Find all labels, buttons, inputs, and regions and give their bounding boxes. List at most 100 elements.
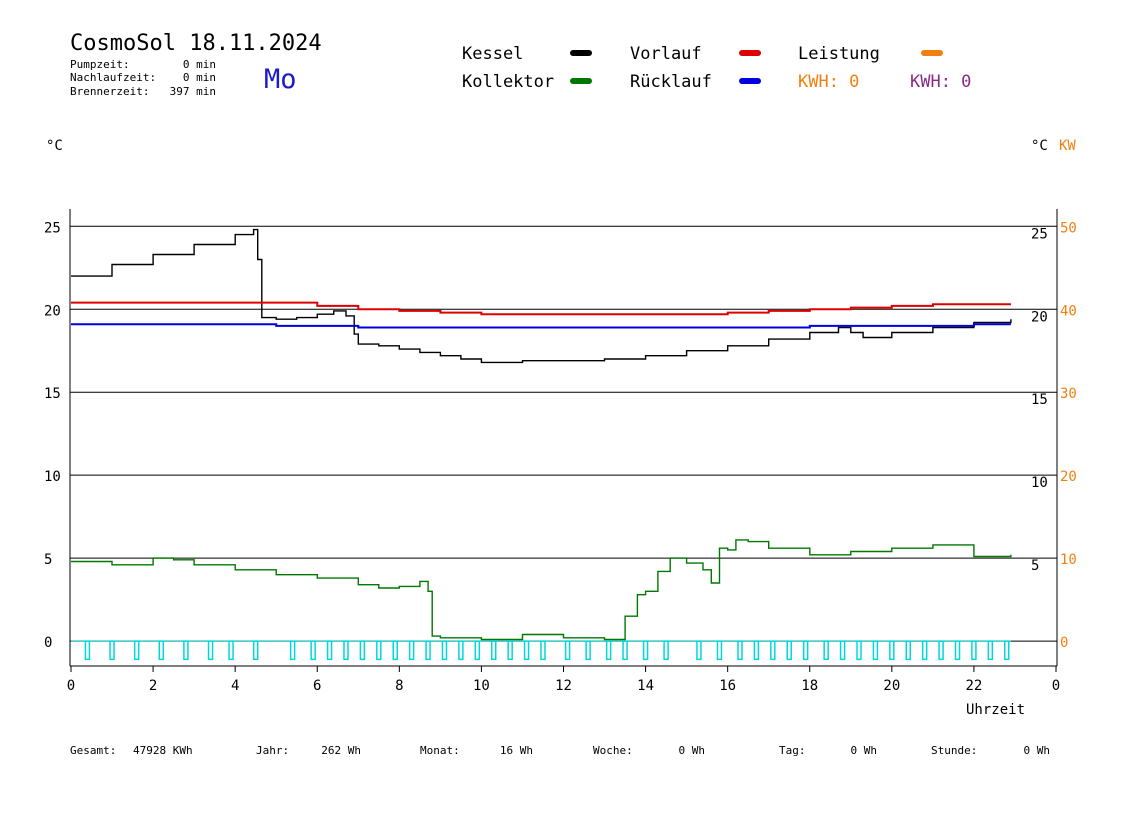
x-tick-label: 18: [801, 678, 818, 694]
footer-value: 262 Wh: [321, 744, 361, 757]
pump-pulse: [425, 640, 431, 661]
kwh-total: KWH: 0: [910, 72, 971, 92]
pump-pulse: [971, 640, 977, 661]
pump-pulse: [252, 640, 259, 661]
x-tick-label: 8: [395, 678, 403, 694]
pump-pulse: [802, 640, 809, 661]
pump-pulse: [376, 640, 382, 661]
pump-pulse: [474, 640, 481, 661]
pump-pulse: [109, 640, 115, 661]
pump-pulse: [823, 640, 829, 661]
y-tick-label-right: 25: [1031, 226, 1048, 242]
series-line-kollektor: [71, 539, 1012, 641]
y-tick-label-kw: 40: [1060, 303, 1077, 319]
kwh-leistung: KWH: 0: [798, 72, 859, 92]
pump-pulse: [392, 640, 398, 661]
x-tick-label: 10: [473, 678, 490, 694]
stat-label: Pumpzeit:: [70, 58, 130, 71]
pump-pulse: [954, 640, 961, 661]
x-tick-label: 6: [313, 678, 321, 694]
y-axis-label-right: °C: [1031, 138, 1048, 154]
stat-label: Brennerzeit:: [70, 85, 149, 98]
pump-pulse: [663, 640, 669, 661]
pump-pulse: [856, 640, 862, 661]
pump-pulse: [441, 640, 448, 661]
pump-pulse: [289, 640, 296, 661]
pump-pulse: [207, 640, 214, 661]
pump-pulse: [458, 640, 464, 661]
weekday-label: Mo: [264, 64, 297, 95]
x-tick-label: 12: [555, 678, 572, 694]
gridlines: [70, 225, 1057, 642]
stat-value: 0 min: [183, 71, 216, 84]
x-tick-label: 2: [149, 678, 157, 694]
pump-pulse: [183, 640, 189, 661]
x-axis-label: Uhrzeit: [966, 702, 1025, 718]
x-tick-label: 14: [637, 678, 654, 694]
y-tick-label-kw: 10: [1060, 552, 1077, 568]
y-tick-label-right: 15: [1031, 392, 1048, 408]
x-tick-label: 20: [883, 678, 900, 694]
footer-totals: Gesamt: 47928 KWh Jahr: 262 Wh Monat: 16…: [70, 744, 1050, 757]
y-tick-label-left: 15: [44, 386, 61, 402]
footer-value: 0 Wh: [679, 744, 706, 757]
pump-pulse: [158, 640, 165, 661]
pump-pulse: [737, 640, 743, 661]
pump-pulse: [889, 640, 895, 661]
pump-pulse: [408, 640, 415, 661]
x-tick-label: 22: [965, 678, 982, 694]
pump-pulse: [507, 640, 513, 661]
footer-value: 47928 KWh: [133, 744, 193, 757]
y-tick-label-kw: 0: [1060, 635, 1068, 651]
y-tick-label-left: 25: [44, 220, 61, 236]
footer-label: Jahr:: [256, 744, 289, 757]
pump-pulse: [326, 640, 333, 661]
pump-pulse: [490, 640, 497, 661]
legend-label-kollektor: Kollektor: [462, 72, 554, 92]
stat-value: 397 min: [170, 85, 216, 98]
y-tick-label-left: 20: [44, 303, 61, 319]
y-tick-label-kw: 20: [1060, 469, 1077, 485]
series-line-ruecklauf: [71, 323, 1011, 329]
pump-pulse: [921, 640, 928, 661]
pump-pulse: [839, 640, 846, 661]
legend-label-leistung: Leistung: [798, 44, 880, 64]
pump-pulse: [753, 640, 760, 661]
footer-value: 16 Wh: [500, 744, 533, 757]
page-title: CosmoSol 18.11.2024: [70, 31, 322, 56]
footer-value: 0 Wh: [851, 744, 878, 757]
footer-label: Monat:: [420, 744, 460, 757]
y-tick-label-kw: 50: [1060, 220, 1077, 236]
pump-pulse: [642, 640, 649, 661]
legend-label-kessel: Kessel: [462, 44, 523, 64]
footer-label: Woche:: [593, 744, 633, 757]
legend-label-vorlauf: Vorlauf: [630, 44, 702, 64]
pump-pulse: [872, 640, 879, 661]
stats-block: Pumpzeit: 0 min Nachlaufzeit: 0 min Bren…: [70, 58, 216, 98]
x-tick-label: 4: [231, 678, 239, 694]
pump-pulse: [523, 640, 530, 661]
stat-value: 0 min: [183, 58, 216, 71]
y-axis-label-left: °C: [46, 138, 63, 154]
series-layer: [71, 228, 1012, 661]
pump-pulse: [133, 640, 140, 661]
pump-pulse: [585, 640, 591, 661]
x-tick-label: 0: [67, 678, 75, 694]
footer-label: Stunde:: [931, 744, 977, 757]
pump-pulse: [564, 640, 571, 661]
y-tick-label-left: 0: [44, 635, 52, 651]
pump-pulse: [359, 640, 366, 661]
x-tick-label: 0: [1052, 678, 1060, 694]
y-tick-label-left: 5: [44, 552, 52, 568]
pump-pulse: [905, 640, 911, 661]
pump-pulse: [716, 640, 723, 661]
footer-value: 0 Wh: [1024, 744, 1051, 757]
pump-pulse: [622, 640, 628, 661]
footer-label: Gesamt:: [70, 744, 116, 757]
y-axis-label-kw: KW: [1059, 138, 1076, 154]
y-tick-label-left: 10: [44, 469, 61, 485]
footer-label: Tag:: [779, 744, 806, 757]
